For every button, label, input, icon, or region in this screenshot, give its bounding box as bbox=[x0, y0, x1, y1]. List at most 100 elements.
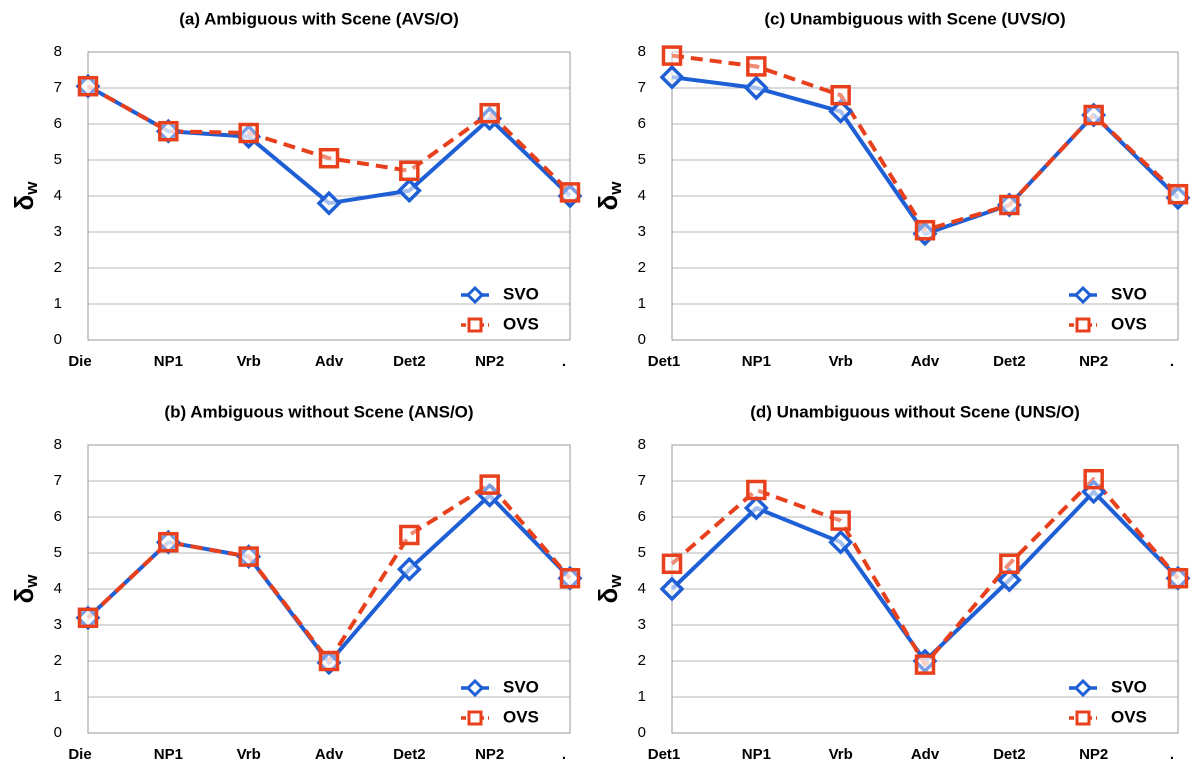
y-tick-label: 1 bbox=[54, 688, 62, 705]
y-tick-label: 2 bbox=[54, 259, 62, 276]
subplot-title: (d) Unambiguous without Scene (UNS/O) bbox=[750, 402, 1080, 421]
data-point bbox=[914, 654, 936, 675]
legend-marker bbox=[465, 285, 485, 305]
y-tick-label: 6 bbox=[54, 115, 62, 132]
y-axis-subscript: w bbox=[22, 574, 41, 589]
data-point bbox=[559, 182, 581, 203]
data-point bbox=[999, 553, 1020, 575]
x-tick-label: NP1 bbox=[742, 353, 771, 370]
series-line bbox=[671, 53, 1180, 233]
y-tick-label: 7 bbox=[54, 472, 62, 489]
subplot: (d) Unambiguous without Scene (UNS/O) 0 1 2… bbox=[593, 402, 1191, 763]
legend-marker bbox=[467, 710, 483, 726]
subplot-title: (c) Unambiguous with Scene (UVS/O) bbox=[764, 9, 1065, 28]
legend-marker bbox=[465, 678, 485, 698]
y-tick-label: 0 bbox=[638, 724, 646, 741]
y-tick-label: 0 bbox=[54, 331, 62, 348]
x-tick-label: Det2 bbox=[993, 746, 1026, 763]
y-tick-label: 1 bbox=[638, 295, 646, 312]
y-axis-symbol: δ bbox=[9, 195, 39, 211]
series-line bbox=[86, 482, 572, 663]
y-tick-label: 0 bbox=[638, 331, 646, 348]
legend-marker bbox=[1075, 710, 1091, 726]
x-tick-label: Det2 bbox=[993, 353, 1026, 370]
y-tick-label: 3 bbox=[638, 223, 646, 240]
y-tick-label: 8 bbox=[638, 43, 646, 60]
y-tick-label: 5 bbox=[54, 151, 62, 168]
y-axis-symbol: δ bbox=[593, 588, 623, 604]
data-point bbox=[479, 474, 500, 495]
y-tick-label: 6 bbox=[638, 115, 646, 132]
data-point bbox=[659, 576, 685, 602]
y-tick-label: 4 bbox=[638, 187, 646, 204]
data-point bbox=[830, 84, 851, 106]
y-tick-label: 6 bbox=[54, 508, 62, 525]
data-point bbox=[77, 607, 99, 629]
x-tick-label: NP2 bbox=[1079, 746, 1108, 763]
data-point bbox=[746, 56, 767, 77]
data-point bbox=[1167, 183, 1189, 205]
x-tick-label: Vrb bbox=[237, 746, 261, 763]
x-tick-label: NP2 bbox=[475, 746, 504, 763]
legend-label: OVS bbox=[503, 314, 539, 333]
y-tick-label: 7 bbox=[638, 472, 646, 489]
data-point bbox=[158, 531, 179, 553]
y-tick-label: 3 bbox=[638, 616, 646, 633]
x-tick-label: NP2 bbox=[1079, 353, 1108, 370]
y-tick-label: 6 bbox=[638, 508, 646, 525]
y-tick-label: 3 bbox=[54, 616, 62, 633]
y-axis-label: δw bbox=[9, 574, 42, 604]
series-line bbox=[86, 493, 572, 665]
data-point bbox=[158, 120, 179, 142]
subplot: (c) Unambiguous with Scene (UVS/O) 0 1 2 3 4 5… bbox=[593, 9, 1191, 370]
data-point bbox=[661, 553, 683, 575]
legend-marker bbox=[1073, 285, 1093, 305]
data-point bbox=[77, 75, 99, 97]
legend-label: SVO bbox=[1111, 677, 1147, 696]
y-tick-label: 5 bbox=[54, 544, 62, 561]
data-point bbox=[996, 567, 1022, 593]
x-tick-label: Die bbox=[68, 353, 91, 370]
legend-label: SVO bbox=[503, 677, 539, 696]
y-tick-label: 2 bbox=[54, 652, 62, 669]
data-point bbox=[399, 160, 420, 182]
x-tick-label: Det2 bbox=[393, 746, 426, 763]
y-axis-label: δw bbox=[593, 574, 626, 604]
y-tick-label: 2 bbox=[638, 259, 646, 276]
x-tick-label: Adv bbox=[315, 353, 344, 370]
x-tick-label: NP2 bbox=[475, 353, 504, 370]
data-point bbox=[1083, 104, 1104, 126]
y-axis-symbol: δ bbox=[593, 195, 623, 211]
legend: SVO OVS bbox=[1069, 284, 1147, 333]
x-tick-label: . bbox=[562, 353, 566, 370]
x-tick-label: Det1 bbox=[648, 746, 681, 763]
legend: SVO OVS bbox=[461, 677, 539, 726]
x-tick-label: Adv bbox=[911, 353, 940, 370]
legend-marker bbox=[1073, 678, 1093, 698]
data-point bbox=[479, 102, 500, 124]
x-tick-label: Vrb bbox=[829, 746, 853, 763]
y-tick-label: 4 bbox=[54, 580, 62, 597]
y-axis-subscript: w bbox=[22, 181, 41, 196]
data-point bbox=[1083, 468, 1104, 490]
y-axis-label: δw bbox=[593, 181, 626, 211]
y-axis-label: δw bbox=[9, 181, 42, 211]
data-point bbox=[396, 178, 422, 204]
y-tick-label: 2 bbox=[638, 652, 646, 669]
legend-label: OVS bbox=[1111, 314, 1147, 333]
y-tick-label: 0 bbox=[54, 724, 62, 741]
y-tick-label: 1 bbox=[638, 688, 646, 705]
x-tick-label: Det2 bbox=[393, 353, 426, 370]
data-point bbox=[746, 479, 767, 501]
legend-label: OVS bbox=[503, 707, 539, 726]
legend: SVO OVS bbox=[1069, 677, 1147, 726]
y-axis-subscript: w bbox=[606, 574, 625, 589]
y-axis-subscript: w bbox=[606, 181, 625, 196]
x-tick-label: Vrb bbox=[829, 353, 853, 370]
y-tick-label: 8 bbox=[54, 436, 62, 453]
x-tick-label: NP1 bbox=[154, 746, 183, 763]
data-point bbox=[743, 75, 769, 101]
data-point bbox=[396, 556, 422, 582]
y-tick-label: 7 bbox=[638, 79, 646, 96]
